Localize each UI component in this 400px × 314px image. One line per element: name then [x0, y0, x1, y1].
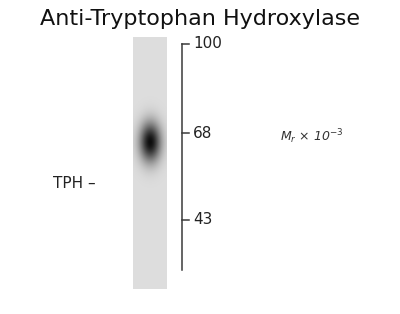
Text: 43: 43 [193, 212, 212, 227]
Text: $\mathit{M}_r$ $\times$ 10$^{-3}$: $\mathit{M}_r$ $\times$ 10$^{-3}$ [280, 127, 343, 146]
Text: Anti-Tryptophan Hydroxylase: Anti-Tryptophan Hydroxylase [40, 9, 360, 30]
Text: 100: 100 [193, 36, 222, 51]
Text: 68: 68 [193, 126, 212, 141]
Text: TPH –: TPH – [53, 176, 95, 191]
